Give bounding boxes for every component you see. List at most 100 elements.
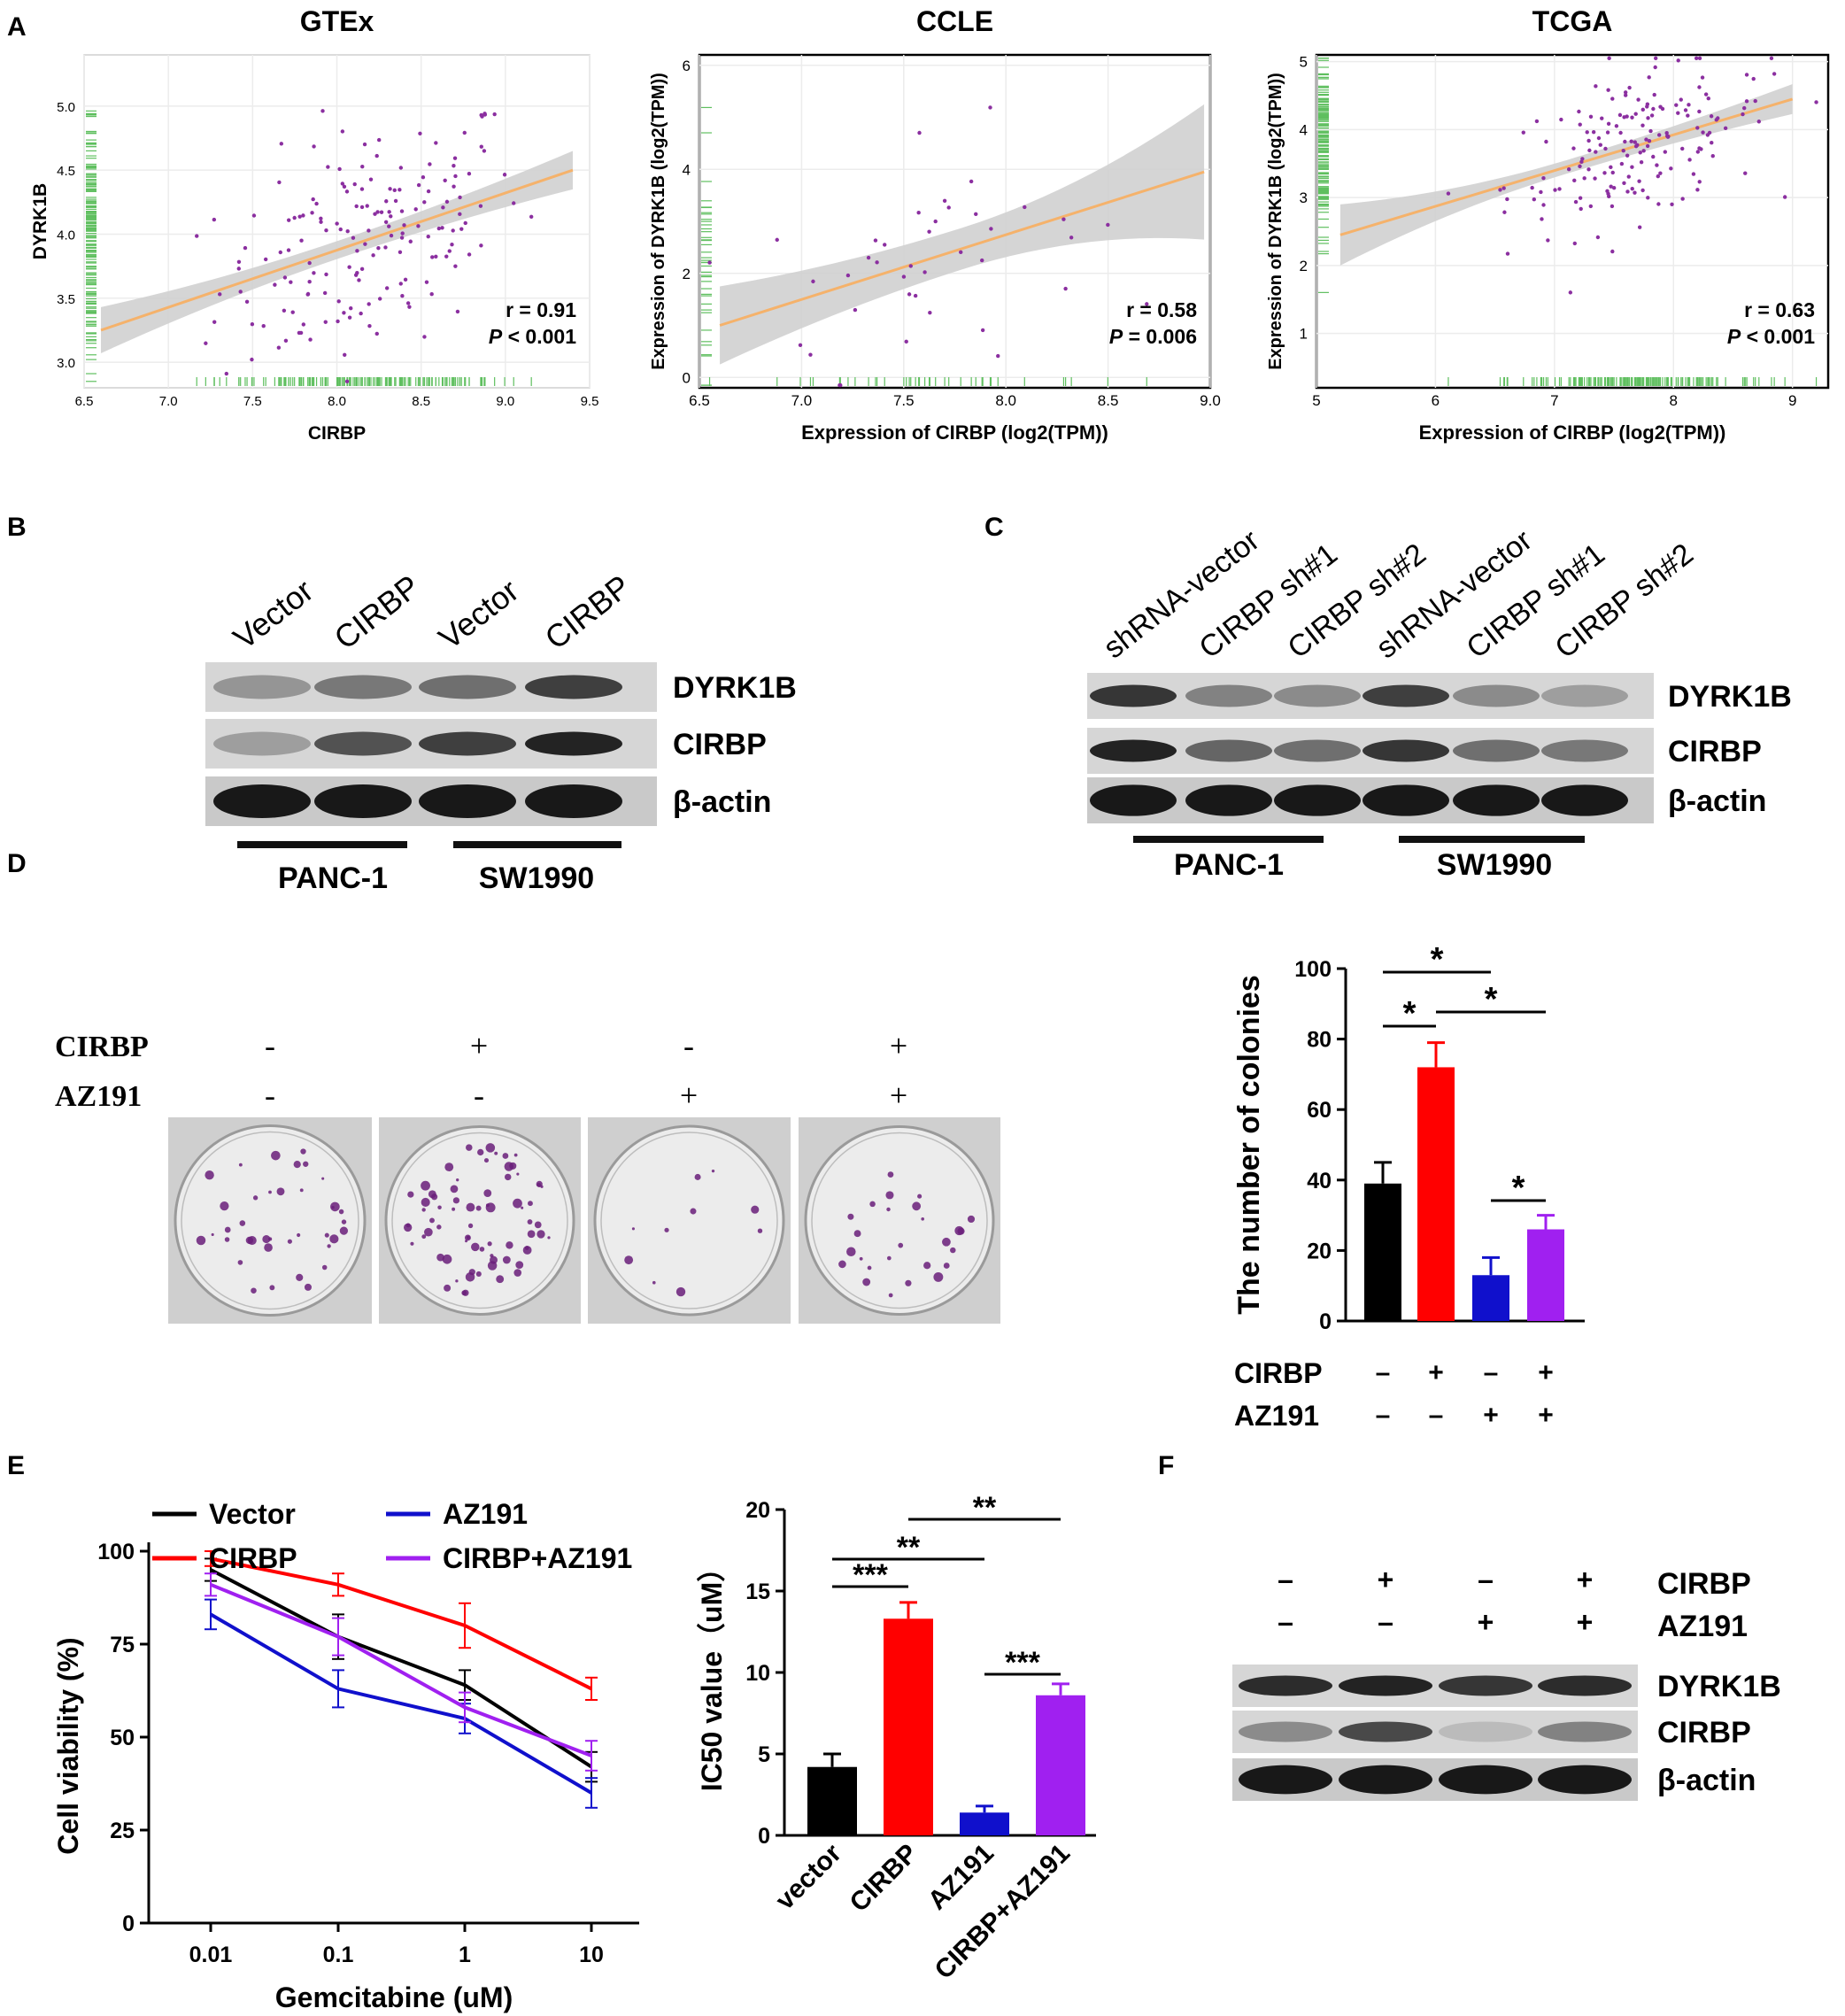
data-point (335, 221, 339, 226)
colony (859, 1256, 863, 1261)
data-point (383, 245, 388, 250)
colony (487, 1241, 492, 1247)
colony (502, 1153, 509, 1159)
data-point (1594, 84, 1598, 89)
data-point (1658, 171, 1663, 175)
data-point (1654, 56, 1658, 61)
colony (521, 1206, 524, 1209)
y-tick-label: 0 (758, 1824, 770, 1849)
data-point (342, 184, 347, 189)
data-point (243, 245, 248, 251)
data-point (482, 149, 487, 153)
data-point (444, 199, 450, 205)
data-point (980, 328, 985, 333)
significance-star: * (1512, 1170, 1525, 1207)
colony (846, 1247, 856, 1257)
colony (515, 1261, 524, 1270)
bar (807, 1766, 857, 1835)
data-point (367, 302, 371, 306)
data-point (218, 292, 222, 297)
data-point (1588, 204, 1594, 209)
y-axis-label: Expression of DYRK1B (log2(TPM)) (1266, 73, 1285, 370)
data-point (1656, 174, 1661, 179)
data-point (416, 224, 421, 228)
blot-band (1453, 739, 1540, 762)
blot-band (525, 675, 622, 699)
data-point (1663, 150, 1668, 154)
data-point (907, 292, 912, 297)
chart-title: TCGA (1532, 5, 1613, 37)
condition-mark: – (1484, 1358, 1499, 1387)
data-point (292, 215, 297, 220)
data-point (250, 357, 254, 362)
y-axis-label: Expression of DYRK1B (log2(TPM)) (649, 73, 668, 370)
data-point (204, 341, 208, 345)
data-point (283, 338, 289, 344)
data-point (928, 310, 932, 315)
data-point (1573, 199, 1579, 205)
bar (1036, 1695, 1085, 1835)
data-point (1498, 188, 1502, 192)
colony (862, 1278, 871, 1286)
data-point (1582, 176, 1586, 181)
colony (421, 1234, 427, 1240)
colony (437, 1205, 442, 1210)
data-point (379, 210, 384, 214)
condition-mark: - (474, 1078, 484, 1113)
data-point (1541, 203, 1546, 207)
data-point (1743, 171, 1748, 175)
data-point (1595, 235, 1601, 240)
y-tick-label: 2 (683, 266, 691, 282)
data-point (453, 174, 458, 179)
blot-band (1538, 1721, 1632, 1742)
condition-mark: – (1478, 1564, 1494, 1595)
significance-star: * (1403, 995, 1417, 1032)
data-point (1694, 56, 1699, 61)
data-point (434, 254, 438, 259)
condition-mark: - (265, 1028, 275, 1063)
data-point (959, 250, 963, 255)
colony (464, 1234, 471, 1241)
blot-band (1538, 1675, 1632, 1696)
colony (527, 1219, 533, 1224)
colony (239, 1220, 246, 1226)
data-point (418, 131, 422, 135)
data-point (845, 273, 851, 278)
blot-band (1363, 684, 1449, 707)
data-point (398, 188, 402, 192)
data-point (277, 180, 282, 185)
panel-label-b: B (7, 513, 27, 542)
data-point (1633, 140, 1637, 144)
data-point (261, 323, 266, 328)
data-point (398, 250, 403, 254)
series-line (209, 1612, 593, 1795)
colony (942, 1237, 951, 1247)
data-point (1640, 107, 1645, 112)
data-point (422, 335, 427, 339)
x-tick-label: 7.5 (243, 394, 262, 409)
colony (509, 1162, 517, 1170)
x-axis-label: CIRBP (308, 423, 366, 444)
colony (264, 1243, 273, 1252)
data-point (278, 250, 282, 255)
blot-band (1185, 784, 1272, 816)
blot-band (419, 784, 516, 819)
data-point (1625, 189, 1630, 194)
data-point (336, 299, 341, 304)
data-point (1665, 135, 1671, 139)
data-point (1626, 174, 1631, 179)
data-point (368, 177, 374, 182)
data-point (337, 166, 342, 172)
data-point (430, 255, 435, 259)
colony (664, 1227, 669, 1232)
data-point (297, 214, 302, 219)
x-tick-label: 8.0 (995, 392, 1016, 409)
data-point (775, 237, 779, 243)
data-point (367, 323, 372, 328)
data-point (989, 227, 993, 231)
data-point (441, 205, 445, 210)
regression-line (100, 168, 574, 332)
data-point (1618, 130, 1623, 135)
